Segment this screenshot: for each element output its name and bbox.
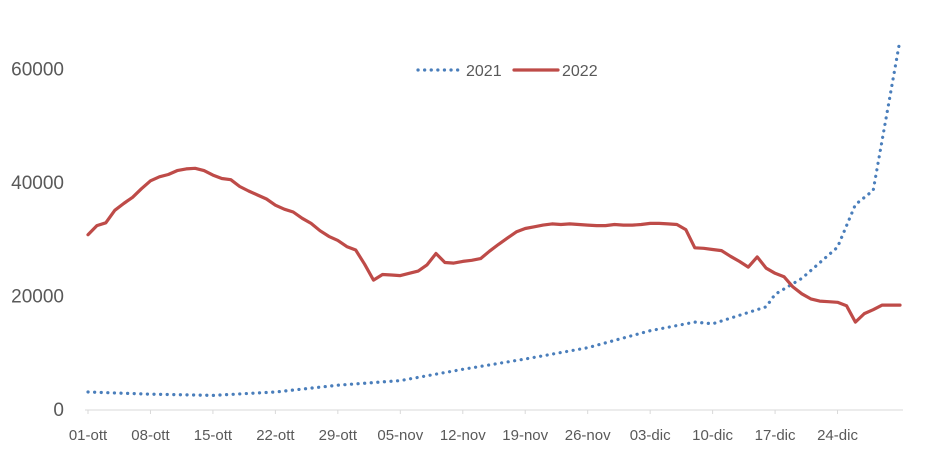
x-tick-label: 01-ott [69, 427, 108, 444]
x-tick-label: 15-ott [194, 427, 233, 444]
x-tick-label: 26-nov [565, 427, 611, 444]
series-line-2022 [86, 166, 902, 324]
legend-label-2021: 2021 [466, 63, 502, 80]
x-tick-label: 10-dic [692, 427, 733, 444]
x-tick-label: 17-dic [755, 427, 796, 444]
y-tick-label: 0 [53, 400, 64, 421]
chart-legend: 2021 2022 [416, 63, 598, 80]
x-tick-label: 05-nov [377, 427, 423, 444]
legend-label-2022: 2022 [562, 63, 598, 80]
x-tick-label: 22-ott [256, 427, 295, 444]
x-tick-label: 24-dic [817, 427, 858, 444]
x-tick-label: 12-nov [440, 427, 486, 444]
y-axis: 0 20000 40000 60000 [11, 59, 64, 421]
x-tick-label: 19-nov [502, 427, 548, 444]
y-tick-label: 20000 [11, 286, 64, 307]
x-axis: 01-ott 08-ott 15-ott 22-ott 29-ott 05-nov 12-n… [69, 409, 903, 444]
y-tick-label: 60000 [11, 59, 64, 80]
x-tick-label: 03-dic [630, 427, 671, 444]
y-tick-label: 40000 [11, 173, 64, 194]
x-tick-label: 29-ott [319, 427, 358, 444]
series-layer [86, 38, 902, 397]
series-line-2021 [86, 38, 902, 397]
x-tick-label: 08-ott [131, 427, 170, 444]
